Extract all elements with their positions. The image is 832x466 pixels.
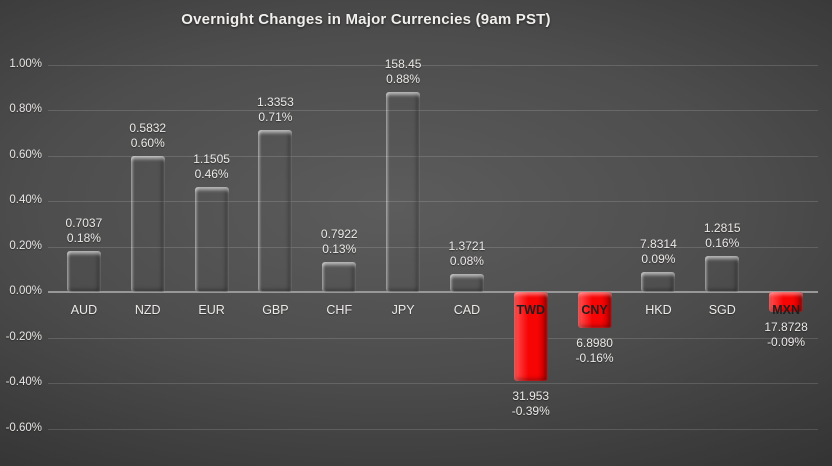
category-label-EUR: EUR [198, 303, 225, 317]
bar-SGD [705, 256, 739, 292]
change-percent: 0.88% [386, 71, 421, 86]
y-tick-label--0.60%: -0.60% [5, 421, 42, 434]
rate-value: 158.45 [384, 56, 422, 71]
rate-value: 1.3353 [257, 95, 294, 110]
rate-value: 31.953 [512, 388, 550, 403]
chart-title: Overnight Changes in Major Currencies (9… [181, 11, 551, 28]
rate-value: 1.3721 [448, 238, 486, 253]
gridline--0.60% [48, 428, 818, 430]
bar-GBP [258, 130, 292, 292]
rate-value: 17.8728 [764, 320, 808, 335]
gridline-0.60% [48, 155, 818, 157]
gridline-0.20% [48, 246, 818, 248]
gridline-0.40% [48, 201, 818, 202]
bar-CAD [450, 274, 484, 292]
bar-JPY [386, 92, 420, 292]
change-percent: -0.39% [511, 403, 550, 418]
y-tick-label--0.20%: -0.20% [5, 330, 42, 343]
y-tick-label-1.00%: 1.00% [9, 57, 42, 70]
axis-zero-line [48, 291, 818, 293]
gridline-0.80% [48, 110, 818, 111]
category-label-GBP: GBP [262, 303, 289, 317]
value-label-SGD: 1.2815 0.16% [680, 221, 764, 251]
change-percent: 0.71% [258, 110, 293, 125]
value-label-CAD: 1.3721 0.08% [425, 239, 509, 269]
value-label-CHF: 0.7922 0.13% [297, 227, 381, 257]
value-label-GBP: 1.3353 0.71% [233, 95, 317, 125]
rate-value: 6.8980 [576, 336, 613, 351]
y-tick-label-0.40%: 0.40% [9, 194, 42, 206]
category-label-CAD: CAD [453, 303, 481, 317]
y-tick-label-0.80%: 0.80% [9, 103, 42, 115]
change-percent: 0.60% [130, 135, 165, 150]
bar-CHF [322, 262, 356, 292]
value-label-JPY: 158.45 0.88% [361, 57, 445, 87]
category-label-TWD: TWD [516, 303, 545, 317]
bar-AUD [67, 251, 101, 292]
rate-value: 0.7922 [320, 227, 358, 242]
gridline--0.20% [48, 337, 818, 339]
rate-value: 1.2815 [703, 220, 741, 235]
category-label-AUD: AUD [70, 303, 98, 317]
bar-MXN [769, 292, 804, 313]
change-percent: 0.13% [322, 242, 357, 257]
rate-value: 1.1505 [193, 152, 230, 167]
y-tick-label--0.40%: -0.40% [5, 376, 42, 388]
change-percent: -0.16% [575, 351, 614, 366]
bar-NZD [131, 156, 165, 293]
value-label-TWD: 31.953 -0.39% [489, 389, 573, 419]
rate-value: 0.7037 [65, 216, 103, 231]
change-percent: 0.18% [66, 231, 101, 246]
value-label-HKD: 7.8314 0.09% [616, 237, 700, 267]
y-tick-label-0.00%: 0.00% [9, 285, 42, 297]
value-label-CNY: 6.8980 -0.16% [553, 336, 637, 366]
bar-TWD [513, 292, 548, 381]
change-percent: 0.16% [705, 235, 740, 250]
change-percent: 0.46% [194, 167, 229, 182]
gridline--0.40% [48, 383, 818, 384]
change-percent: 0.08% [449, 253, 484, 268]
value-label-EUR: 1.1505 0.46% [170, 152, 254, 182]
value-label-MXN: 17.8728 -0.09% [744, 320, 828, 350]
value-label-AUD: 0.7037 0.18% [42, 216, 126, 246]
category-label-SGD: SGD [708, 303, 736, 317]
bar-EUR [195, 187, 229, 292]
rate-value: 7.8314 [640, 236, 677, 251]
gridline-1.00% [48, 64, 818, 66]
change-percent: -0.09% [767, 335, 806, 350]
category-label-CHF: CHF [326, 303, 353, 317]
y-tick-label-0.20%: 0.20% [9, 239, 42, 252]
bar-HKD [641, 272, 675, 292]
category-label-JPY: JPY [391, 303, 415, 317]
category-label-NZD: NZD [134, 303, 161, 317]
category-label-CNY: CNY [581, 303, 608, 317]
value-label-NZD: 0.5832 0.60% [106, 121, 190, 151]
category-label-MXN: MXN [772, 303, 800, 317]
rate-value: 0.5832 [129, 120, 167, 135]
change-percent: 0.09% [641, 251, 676, 266]
category-label-HKD: HKD [645, 303, 672, 317]
bar-CNY [577, 292, 612, 329]
y-tick-label-0.60%: 0.60% [9, 148, 42, 161]
